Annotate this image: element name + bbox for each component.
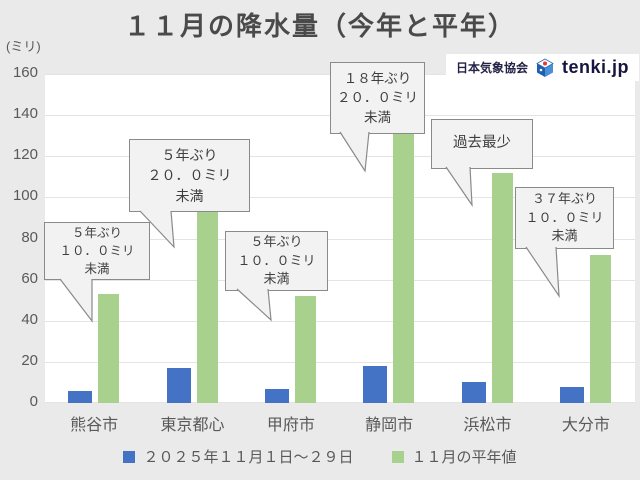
legend-label: １１月の平年値 <box>411 449 517 466</box>
bar-this-year-熊谷市 <box>68 390 93 403</box>
tenki-brand-text: tenki.jp <box>561 57 629 77</box>
y-axis-tick-label: 80 <box>21 228 38 246</box>
y-axis-tick-label: 140 <box>12 105 38 123</box>
gridline-80 <box>45 238 635 240</box>
x-axis-label-大分市: 大分市 <box>561 417 610 434</box>
x-axis-label-静岡市: 静岡市 <box>365 417 414 434</box>
legend-label: ２０２５年１１月１日～２９日 <box>143 449 354 466</box>
legend: ２０２５年１１月１日～２９日 １１月の平年値 <box>0 446 640 467</box>
bar-normal-甲府市 <box>294 296 316 403</box>
y-axis-tick-label: 20 <box>21 351 38 369</box>
jwa-logo-text: 日本気象協会 <box>455 61 528 75</box>
legend-swatch-icon <box>391 450 404 463</box>
legend-item-this-year: ２０２５年１１月１日～２９日 <box>123 446 354 467</box>
annotation-callout-大分市: ３７年ぶり １０．０ミリ 未満 <box>515 187 614 249</box>
y-axis-tick-label: 120 <box>12 146 38 164</box>
bar-normal-大分市 <box>589 254 611 403</box>
bar-this-year-浜松市 <box>461 382 486 403</box>
bar-normal-浜松市 <box>491 172 513 403</box>
chart-title: １１月の降水量（今年と平年） <box>123 11 516 41</box>
gridline-60 <box>45 279 635 281</box>
x-axis-label-甲府市: 甲府市 <box>266 417 315 434</box>
bar-normal-静岡市 <box>393 127 415 403</box>
y-axis-tick-label: 60 <box>21 269 38 287</box>
y-axis-tick-label: 0 <box>29 393 38 410</box>
tenki-cube-icon <box>535 58 555 78</box>
legend-swatch-icon <box>123 450 136 463</box>
y-axis-tick-label: 40 <box>21 310 38 328</box>
tenki-logo: 日本気象協会 tenki.jp <box>445 54 639 81</box>
y-axis-tick-label: 160 <box>12 64 38 81</box>
y-axis-unit-label: (ミリ) <box>6 39 41 54</box>
bar-this-year-大分市 <box>559 386 584 403</box>
x-axis-label-熊谷市: 熊谷市 <box>70 417 119 434</box>
gridline-0 <box>45 402 635 403</box>
bar-normal-熊谷市 <box>98 294 120 403</box>
x-axis-label-浜松市: 浜松市 <box>463 417 512 434</box>
bar-this-year-甲府市 <box>264 388 289 403</box>
gridline-20 <box>45 361 635 363</box>
y-axis-tick-label: 100 <box>12 187 38 205</box>
annotation-callout-熊谷市: ５年ぶり １０．０ミリ 未満 <box>44 222 150 280</box>
annotation-callout-浜松市: 過去最少 <box>431 119 533 169</box>
legend-item-normal: １１月の平年値 <box>391 446 517 467</box>
annotation-callout-静岡市: １８年ぶり ２０．０ミリ 未満 <box>330 62 425 134</box>
gridline-40 <box>45 320 635 322</box>
annotation-callout-甲府市: ５年ぶり １０．０ミリ 未満 <box>225 231 328 291</box>
gridline-100 <box>45 197 635 199</box>
bar-this-year-静岡市 <box>363 366 388 403</box>
x-axis-label-東京都心: 東京都心 <box>160 417 225 434</box>
annotation-callout-東京都心: ５年ぶり ２０．０ミリ 未満 <box>129 139 250 212</box>
bar-this-year-東京都心 <box>166 368 191 403</box>
bar-normal-東京都心 <box>196 205 218 403</box>
